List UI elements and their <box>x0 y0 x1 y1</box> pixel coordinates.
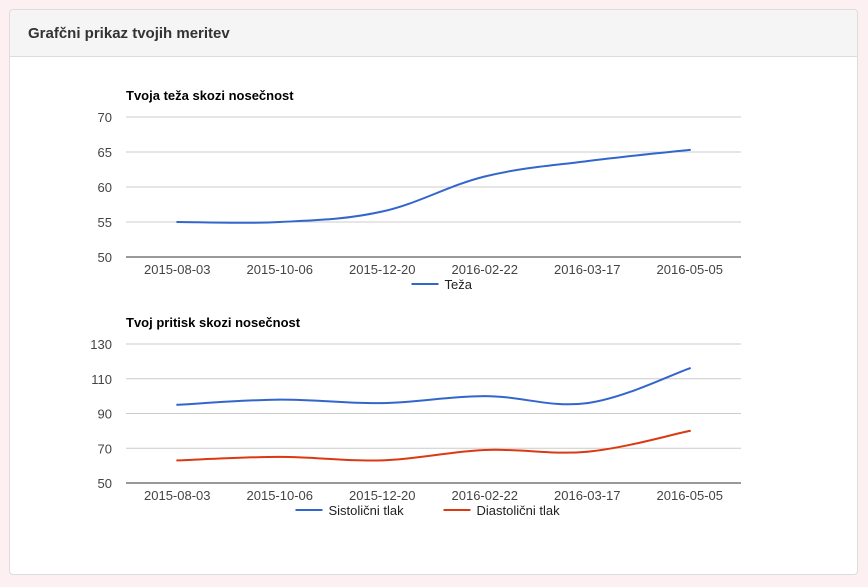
y-tick-label: 110 <box>91 372 112 387</box>
x-tick-label: 2016-03-17 <box>554 262 621 277</box>
data-point <box>586 402 589 405</box>
data-point <box>381 459 384 462</box>
x-tick-label: 2015-10-06 <box>247 488 314 503</box>
data-point <box>688 367 691 370</box>
data-point <box>483 175 486 178</box>
data-point <box>381 210 384 213</box>
x-tick-label: 2015-12-20 <box>349 488 416 503</box>
series-line <box>176 367 691 406</box>
series-line <box>176 148 691 224</box>
x-tick-label: 2016-05-05 <box>657 262 724 277</box>
data-point <box>483 449 486 451</box>
panel-title: Grafčni prikaz tvojih meritev <box>10 10 857 57</box>
data-point <box>586 450 589 453</box>
y-tick-label: 70 <box>98 110 112 125</box>
data-point <box>381 402 384 405</box>
x-tick-label: 2015-08-03 <box>144 488 211 503</box>
data-point <box>688 148 691 151</box>
chart-title: Tvoj pritisk skozi nosečnost <box>126 315 301 330</box>
y-tick-label: 50 <box>98 476 112 491</box>
y-tick-label: 130 <box>90 337 112 352</box>
data-point <box>278 221 281 223</box>
y-tick-label: 65 <box>98 145 112 160</box>
x-tick-label: 2016-03-17 <box>554 488 621 503</box>
x-tick-label: 2015-08-03 <box>144 262 211 277</box>
y-tick-label: 70 <box>98 441 112 456</box>
x-tick-label: 2015-12-20 <box>349 262 416 277</box>
y-tick-label: 55 <box>98 215 112 230</box>
data-point <box>483 395 486 398</box>
data-point <box>688 429 691 432</box>
data-point <box>176 221 179 223</box>
y-tick-label: 50 <box>98 250 112 265</box>
data-point <box>176 403 179 406</box>
data-point <box>586 160 589 163</box>
data-point <box>176 459 179 462</box>
legend-label: Diastolični tlak <box>477 503 561 518</box>
x-tick-label: 2015-10-06 <box>247 262 314 277</box>
chart-panel: Grafčni prikaz tvojih meritev <box>9 9 858 575</box>
chart-title: Tvoja teža skozi nosečnost <box>126 88 294 103</box>
x-tick-label: 2016-02-22 <box>452 262 519 277</box>
legend-label: Sistolični tlak <box>329 503 405 518</box>
y-tick-label: 90 <box>98 407 112 422</box>
data-point <box>278 455 281 458</box>
y-tick-label: 60 <box>98 180 112 195</box>
x-tick-label: 2016-02-22 <box>452 488 519 503</box>
x-tick-label: 2016-05-05 <box>657 488 724 503</box>
legend-label: Teža <box>445 277 473 292</box>
series-line <box>176 429 691 462</box>
data-point <box>278 398 281 401</box>
